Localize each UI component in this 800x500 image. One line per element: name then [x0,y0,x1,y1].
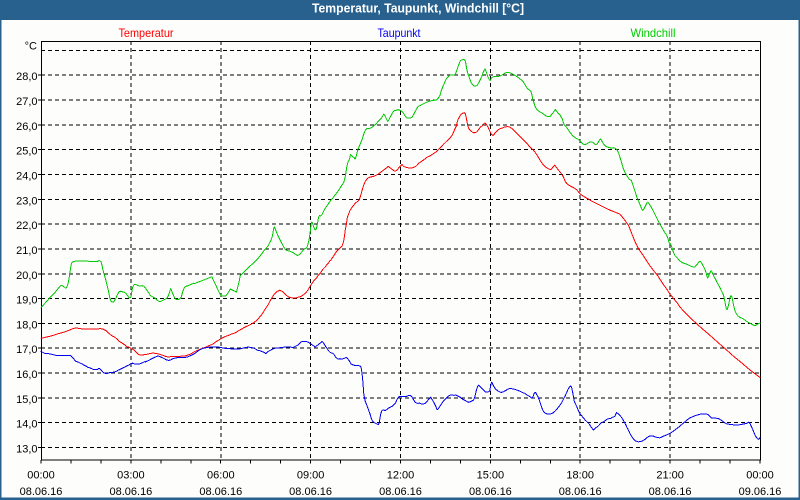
svg-text:00:00: 00:00 [746,470,774,482]
svg-text:16,0: 16,0 [16,369,37,381]
svg-text:21:00: 21:00 [656,470,684,482]
svg-text:24,0: 24,0 [16,171,37,183]
svg-text:08.06.16: 08.06.16 [199,486,242,498]
svg-text:15:00: 15:00 [477,470,505,482]
svg-text:28,0: 28,0 [16,71,37,83]
svg-text:08.06.16: 08.06.16 [559,486,602,498]
svg-text:19,0: 19,0 [16,295,37,307]
svg-text:°C: °C [25,41,37,53]
svg-text:Windchill: Windchill [631,26,676,40]
svg-text:15,0: 15,0 [16,394,37,406]
svg-text:26,0: 26,0 [16,121,37,133]
svg-text:13,0: 13,0 [16,444,37,456]
svg-text:14,0: 14,0 [16,419,37,431]
svg-text:08.06.16: 08.06.16 [649,486,692,498]
svg-text:06:00: 06:00 [207,470,235,482]
svg-text:08.06.16: 08.06.16 [379,486,422,498]
svg-text:09:00: 09:00 [297,470,325,482]
svg-text:18,0: 18,0 [16,319,37,331]
svg-text:Temperatur: Temperatur [119,26,174,40]
svg-text:21,0: 21,0 [16,245,37,257]
svg-text:08.06.16: 08.06.16 [289,486,332,498]
svg-text:08.06.16: 08.06.16 [109,486,152,498]
svg-text:09.06.16: 09.06.16 [739,486,782,498]
svg-text:20,0: 20,0 [16,270,37,282]
svg-text:03:00: 03:00 [117,470,145,482]
svg-text:18:00: 18:00 [566,470,594,482]
svg-text:12:00: 12:00 [387,470,415,482]
svg-text:22,0: 22,0 [16,220,37,232]
svg-text:17,0: 17,0 [16,344,37,356]
svg-text:23,0: 23,0 [16,195,37,207]
svg-text:08.06.16: 08.06.16 [20,486,63,498]
svg-text:Temperatur, Taupunkt, Windchil: Temperatur, Taupunkt, Windchill [°C] [312,1,524,15]
svg-text:00:00: 00:00 [27,470,55,482]
svg-text:08.06.16: 08.06.16 [469,486,512,498]
svg-text:25,0: 25,0 [16,146,37,158]
svg-text:27,0: 27,0 [16,96,37,108]
svg-text:Taupunkt: Taupunkt [378,26,422,40]
